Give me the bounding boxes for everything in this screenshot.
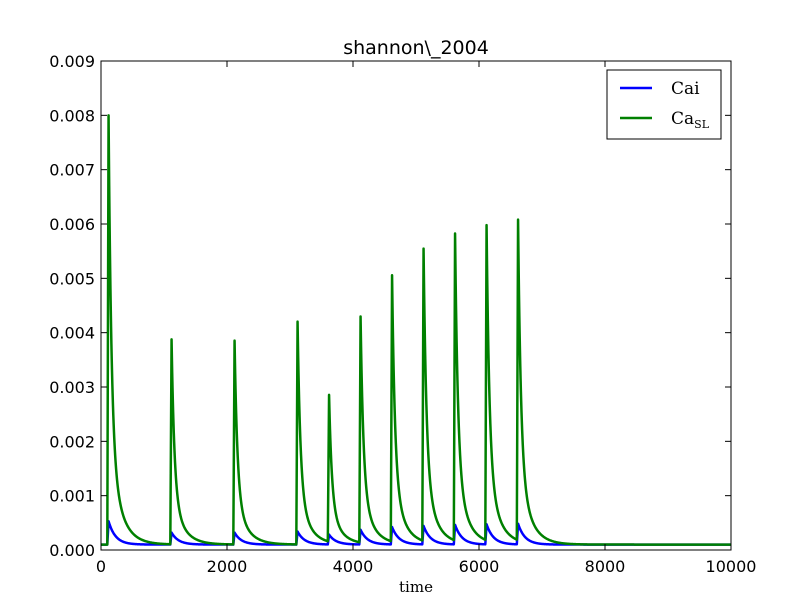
legend-label-ca: Ca xyxy=(671,109,694,129)
x-tick-label: 2000 xyxy=(207,557,248,576)
legend-label-subscript: SL xyxy=(694,118,710,131)
y-tick-label: 0.006 xyxy=(49,215,95,234)
y-tick-label: 0.007 xyxy=(49,161,95,180)
y-tick-label: 0.008 xyxy=(49,106,95,125)
legend-label-cai: Cai xyxy=(671,79,700,99)
x-tick-label: 0 xyxy=(96,557,106,576)
y-tick-label: 0.004 xyxy=(49,324,95,343)
legend-frame xyxy=(606,69,722,140)
y-tick-label: 0.000 xyxy=(49,541,95,560)
x-axis: 0 2000 4000 6000 8000 10000 xyxy=(96,61,757,576)
y-tick-label: 0.009 xyxy=(49,52,95,71)
x-tick-label: 4000 xyxy=(333,557,374,576)
chart-title: shannon\_2004 xyxy=(343,37,489,59)
y-tick-label: 0.005 xyxy=(49,269,95,288)
y-axis: 0.000 0.001 0.002 0.003 0.004 0.005 0.006 0.007… xyxy=(49,52,731,560)
x-tick-label: 10000 xyxy=(706,557,757,576)
y-tick-label: 0.001 xyxy=(49,487,95,506)
y-tick-label: 0.002 xyxy=(49,432,95,451)
legend: Cai CaSL xyxy=(606,69,722,140)
series-line-cai xyxy=(100,519,732,546)
y-tick-label: 0.003 xyxy=(49,378,95,397)
series-line-ca-sl xyxy=(100,114,732,546)
x-tick-label: 8000 xyxy=(585,557,626,576)
x-axis-label: time xyxy=(399,578,433,596)
plot-area-frame xyxy=(100,60,732,551)
legend-label-ca-sl: CaSL xyxy=(671,109,710,131)
x-tick-label: 6000 xyxy=(459,557,500,576)
series-layer xyxy=(100,114,732,546)
